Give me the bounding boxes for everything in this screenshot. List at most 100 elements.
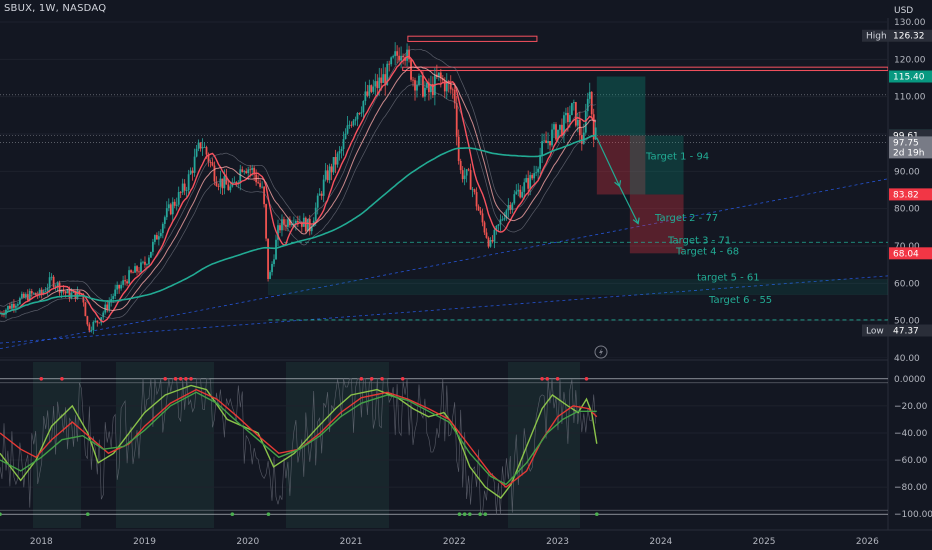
support-band[interactable] bbox=[268, 279, 888, 295]
candle-body bbox=[259, 183, 262, 187]
ma-mid-line[interactable] bbox=[0, 66, 596, 315]
candle-body bbox=[167, 204, 170, 209]
chart-title: SBUX, 1W, NASDAQ bbox=[4, 3, 107, 14]
position2-loss-zone[interactable] bbox=[629, 194, 684, 254]
candle-body bbox=[398, 55, 401, 61]
candle-body bbox=[215, 181, 218, 187]
candle-body bbox=[267, 238, 269, 279]
resistance-box[interactable] bbox=[402, 66, 888, 72]
candle-body bbox=[352, 120, 355, 126]
candle-body bbox=[112, 296, 115, 299]
time-tick-label: 2021 bbox=[340, 537, 363, 547]
candle-body bbox=[72, 291, 75, 293]
candle-body bbox=[209, 162, 212, 163]
candle-body bbox=[561, 124, 563, 136]
time-tick-label: 2019 bbox=[133, 537, 156, 547]
trendline-upper[interactable] bbox=[0, 178, 888, 350]
candle-body bbox=[193, 156, 196, 173]
candle-body bbox=[493, 229, 496, 242]
candle-body bbox=[334, 157, 337, 165]
ma-fast-line[interactable] bbox=[0, 55, 596, 323]
candle-body bbox=[515, 191, 518, 195]
time-tick-label: 2024 bbox=[649, 537, 672, 547]
candle-body bbox=[535, 172, 538, 174]
candle-body bbox=[7, 305, 9, 310]
candle-body bbox=[263, 186, 265, 205]
price-tag[interactable]: 68.04 bbox=[889, 247, 932, 260]
candle-body bbox=[281, 219, 283, 231]
price-tick-label: 130.00 bbox=[894, 18, 926, 28]
osc-slow-line[interactable] bbox=[0, 391, 597, 486]
candle-body bbox=[94, 320, 97, 322]
candle-body bbox=[529, 175, 532, 189]
candle-body bbox=[471, 189, 474, 191]
candle-body bbox=[551, 129, 553, 146]
price-tag[interactable]: Low 47.37 bbox=[862, 324, 932, 337]
candle-body bbox=[572, 102, 575, 104]
position-profit-zone[interactable] bbox=[596, 76, 646, 136]
projection-arrow[interactable] bbox=[596, 137, 639, 224]
price-tag-countdown: 2d 19h bbox=[893, 148, 924, 158]
osc-overbought-dot bbox=[369, 376, 374, 381]
trendline-lower[interactable] bbox=[0, 275, 888, 344]
osc-signal-line[interactable] bbox=[0, 388, 598, 489]
position-loss-zone[interactable] bbox=[596, 135, 646, 195]
price-tag-bg bbox=[889, 247, 932, 260]
candle-body bbox=[426, 82, 428, 88]
price-tick-label: 40.00 bbox=[894, 354, 920, 364]
ma-slow-line[interactable] bbox=[0, 134, 596, 315]
price-tag-name-bg bbox=[862, 29, 889, 42]
candle-body bbox=[380, 77, 383, 83]
candle-body bbox=[183, 183, 186, 191]
candle-body bbox=[541, 141, 543, 156]
candle-body bbox=[16, 304, 19, 306]
candle-body bbox=[310, 226, 313, 232]
osc-overbought-dot bbox=[555, 376, 560, 381]
candle-body bbox=[150, 251, 152, 258]
high-box[interactable] bbox=[407, 35, 538, 42]
candle-body bbox=[290, 223, 293, 226]
price-tag[interactable]: 115.40 bbox=[889, 70, 932, 83]
lightning-icon[interactable] bbox=[594, 345, 608, 359]
candle-body bbox=[592, 114, 595, 140]
price-tick-label: 50.00 bbox=[894, 317, 920, 327]
arrow-head bbox=[632, 217, 640, 225]
candle-body bbox=[362, 101, 365, 113]
candle-body bbox=[292, 223, 295, 225]
candle-body bbox=[12, 303, 15, 308]
osc-overbought-dot bbox=[540, 376, 544, 381]
candle-body bbox=[144, 261, 146, 265]
candle-body bbox=[122, 280, 125, 285]
price-tag[interactable]: High 126.32 bbox=[862, 29, 932, 42]
price-tag-bg bbox=[889, 188, 932, 201]
price-tag-bg bbox=[889, 136, 932, 159]
candle-body bbox=[324, 170, 327, 180]
target-label: Target 3 - 71 bbox=[667, 235, 731, 246]
candle-body bbox=[340, 148, 343, 152]
candle-body bbox=[191, 170, 194, 173]
currency-label: USD bbox=[894, 6, 914, 16]
candle-body bbox=[233, 182, 236, 183]
candle-body bbox=[451, 89, 454, 91]
price-tag[interactable]: 83.82 bbox=[889, 188, 932, 201]
candle-body bbox=[382, 74, 385, 83]
target-label: Target 4 - 68 bbox=[675, 246, 739, 257]
candle-body bbox=[197, 142, 200, 149]
candle-body bbox=[495, 225, 498, 230]
osc-fast-line[interactable] bbox=[0, 384, 598, 499]
target-label: target 5 - 61 bbox=[697, 273, 760, 284]
candle-body bbox=[106, 304, 109, 310]
candle-body bbox=[213, 165, 216, 182]
candle-body bbox=[185, 190, 188, 191]
osc-tick-label: 0.0000 bbox=[894, 375, 926, 385]
position2-profit-zone[interactable] bbox=[629, 135, 684, 195]
candle-body bbox=[475, 192, 478, 207]
candle-body bbox=[199, 142, 202, 149]
candle-body bbox=[66, 290, 69, 294]
candle-body bbox=[269, 272, 271, 279]
candle-body bbox=[384, 74, 387, 86]
osc-oversold-dot bbox=[266, 512, 271, 517]
candle-body bbox=[487, 237, 490, 247]
